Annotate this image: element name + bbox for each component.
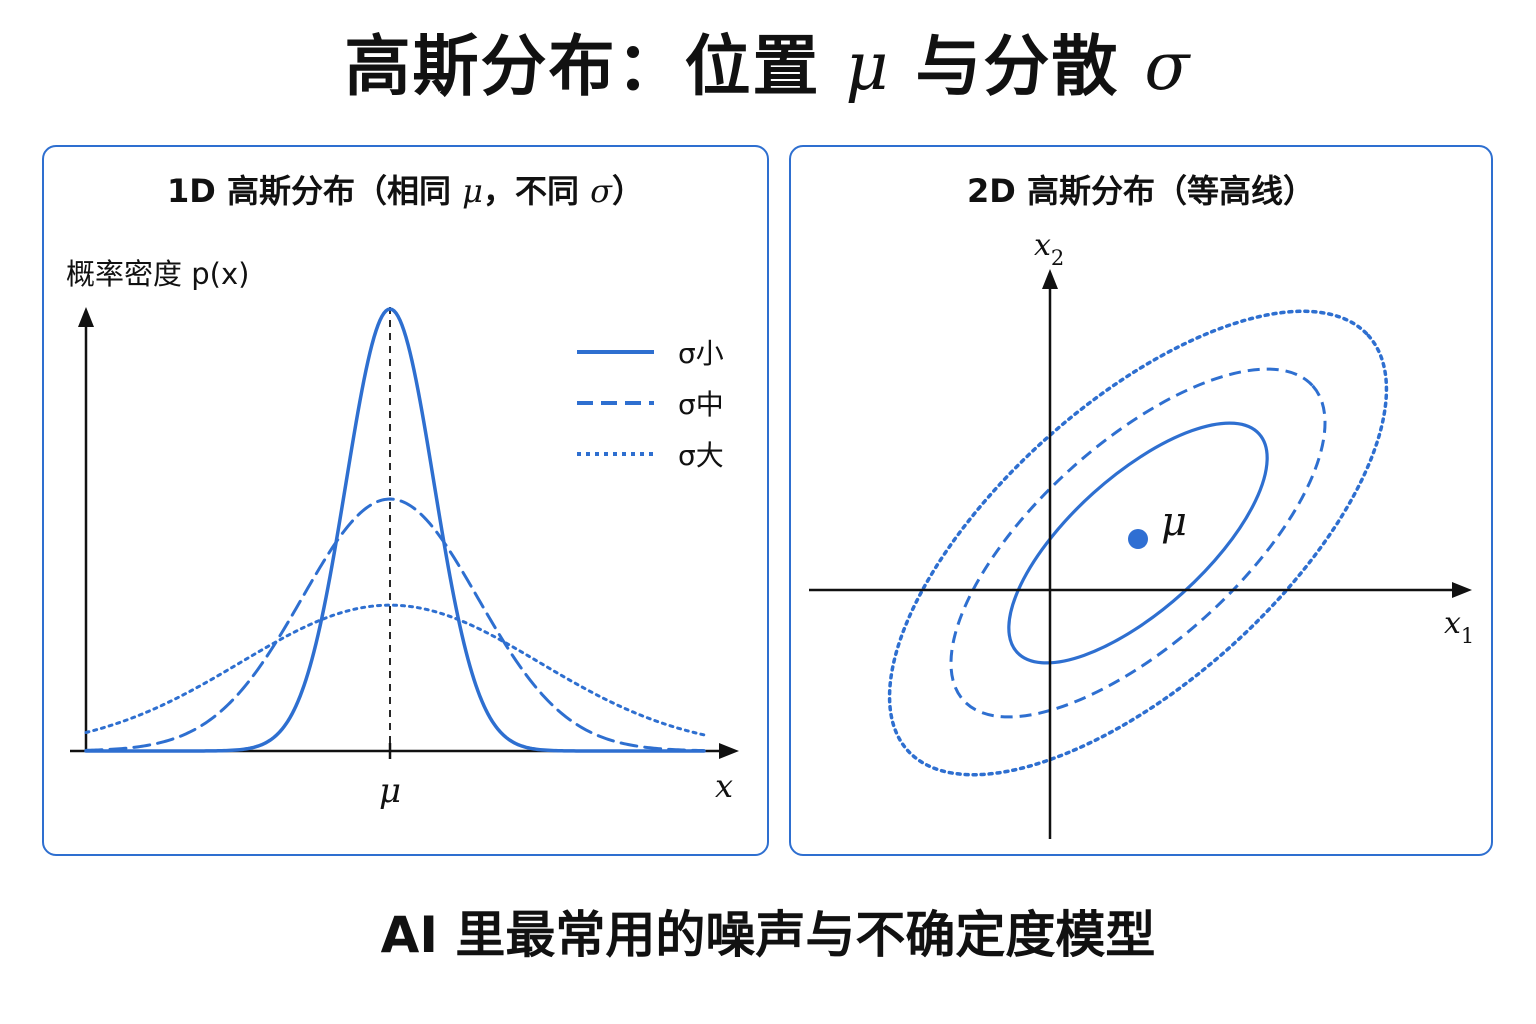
panel-1d-title-mid: ，不同	[482, 172, 591, 210]
panel-1d-title: 1D 高斯分布（相同 μ，不同 σ）	[44, 169, 767, 213]
bottom-caption: AI 里最常用的噪声与不确定度模型	[380, 906, 1156, 964]
x-axis-arrow-icon	[719, 743, 739, 759]
panel-1d-gaussian: 1D 高斯分布（相同 μ，不同 σ） 概率密度 p(x) μ x σ小 σ中 σ…	[42, 145, 769, 856]
legend-label-small: σ小	[678, 337, 724, 370]
chart-1d: 概率密度 p(x) μ x σ小 σ中 σ大	[66, 257, 739, 811]
page-title-mu: μ	[845, 28, 891, 105]
x2-axis-arrow-icon	[1042, 269, 1058, 289]
legend-label-medium: σ中	[678, 388, 724, 421]
page-title: 高斯分布：位置 μ 与分散 σ	[0, 22, 1536, 112]
panel-1d-title-sigma: σ	[590, 172, 612, 210]
contour-middle	[949, 367, 1327, 719]
page-title-text: 高斯分布：位置	[344, 28, 846, 105]
x2-axis-label: x2	[1034, 228, 1064, 270]
mu-label: μ	[1161, 499, 1187, 545]
mu-tick-label: μ	[379, 771, 401, 811]
x1-axis-label: x1	[1444, 606, 1474, 648]
page-title-sigma: σ	[1144, 28, 1192, 105]
y-axis-label: 概率密度 p(x)	[66, 257, 249, 291]
chart-2d: x2 x1 μ	[809, 228, 1474, 839]
panel-1d-title-mu: μ	[462, 172, 483, 210]
x1-axis-arrow-icon	[1452, 582, 1472, 598]
page-title-mid: 与分散	[890, 28, 1145, 105]
curve-sigma-small	[84, 307, 706, 753]
contour-outer	[887, 309, 1389, 777]
mean-point	[1128, 529, 1148, 549]
curve-sigma-medium	[84, 497, 706, 753]
panel-1d-title-prefix: 1D 高斯分布（相同	[167, 172, 463, 210]
legend-label-large: σ大	[678, 439, 724, 472]
x-axis-label: x	[715, 767, 733, 805]
panel-2d-gaussian: 2D 高斯分布（等高线） x2 x1 μ	[789, 145, 1493, 856]
curve-sigma-large	[84, 603, 706, 737]
contour-inner	[1007, 421, 1269, 665]
panel-1d-title-suffix: ）	[611, 172, 644, 210]
panel-2d-title: 2D 高斯分布（等高线）	[967, 172, 1315, 210]
y-axis-arrow-icon	[78, 307, 94, 327]
